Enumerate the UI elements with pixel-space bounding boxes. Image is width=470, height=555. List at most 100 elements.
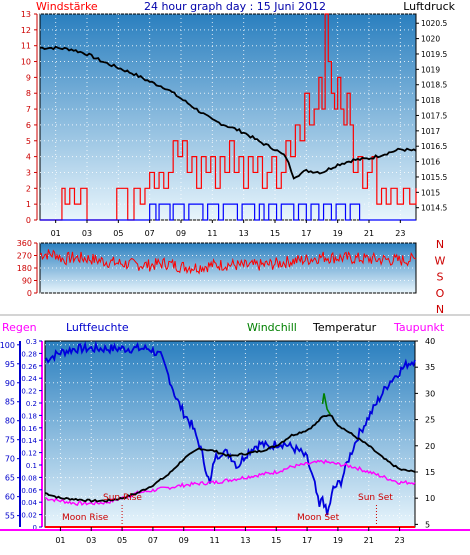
x-tick-label: 23 bbox=[395, 229, 405, 238]
direction-tick-label: 360 bbox=[17, 239, 32, 248]
rain-tick-label: 0.04 bbox=[21, 499, 37, 507]
pressure-tick-label: 1016.5 bbox=[421, 142, 447, 151]
windchill-line bbox=[321, 393, 331, 415]
rain-tick-label: 0.16 bbox=[21, 425, 37, 433]
legend-taupunkt: Taupunkt bbox=[393, 321, 445, 334]
wind-pressure-plot-bg bbox=[39, 13, 417, 221]
compass-label: S bbox=[437, 271, 444, 284]
x-tick-label: 01 bbox=[51, 229, 61, 238]
rain-tick-label: 0.26 bbox=[21, 363, 37, 371]
temperature-tick-label: 35 bbox=[425, 363, 435, 372]
compass-label: O bbox=[436, 287, 445, 300]
wind-tick-label: 5 bbox=[26, 137, 31, 146]
temperature-tick-label: 40 bbox=[425, 337, 435, 346]
humidity-tick-label: 90 bbox=[5, 379, 15, 388]
pressure-tick-label: 1015.5 bbox=[421, 173, 447, 182]
pressure-tick-label: 1018 bbox=[421, 96, 440, 105]
wind-tick-label: 12 bbox=[21, 26, 31, 35]
pressure-tick-label: 1014.5 bbox=[421, 204, 447, 213]
temperature-series bbox=[44, 414, 416, 503]
pressure-tick-label: 1020 bbox=[421, 35, 440, 44]
x-tick-label: 17 bbox=[302, 536, 312, 545]
x-tick-label: 19 bbox=[333, 229, 343, 238]
rain-tick-label: 0.12 bbox=[21, 450, 37, 458]
wind-tick-label: 7 bbox=[26, 105, 31, 114]
weather-x-axis: 01 03 05 07 09 11 13 15 17 19 21 23 bbox=[0, 527, 470, 545]
dewpoint-line bbox=[45, 459, 416, 506]
wind-gust-line bbox=[40, 13, 417, 221]
sun-moon-annotations bbox=[121, 505, 377, 527]
rain-tick-label: 0.24 bbox=[21, 375, 37, 383]
humidity-tick-label: 75 bbox=[5, 436, 15, 445]
x-tick-label: 11 bbox=[207, 229, 217, 238]
wind-tick-label: 1 bbox=[26, 200, 31, 209]
wind-avg-line bbox=[40, 203, 416, 221]
legend-luftfeuchte: Luftfeuchte bbox=[66, 321, 129, 334]
wind-tick-label: 11 bbox=[21, 42, 31, 51]
x-tick-label: 11 bbox=[209, 536, 219, 545]
wind-direction-left-axis: 0 90 180 270 360 bbox=[17, 239, 38, 298]
humidity-tick-label: 55 bbox=[5, 512, 15, 521]
x-tick-label: 01 bbox=[55, 536, 65, 545]
header-title: 24 hour graph day : 15 Juni 2012 bbox=[144, 0, 326, 13]
temperature-line bbox=[44, 414, 416, 503]
x-tick-label: 21 bbox=[364, 536, 374, 545]
temperature-tick-label: 20 bbox=[425, 442, 435, 451]
x-tick-label: 17 bbox=[301, 229, 311, 238]
wind-gust-series bbox=[40, 13, 417, 221]
header-luftdruck: Luftdruck bbox=[403, 0, 455, 13]
temperature-axis: 5 10 15 20 25 30 35 40 bbox=[415, 337, 435, 529]
x-tick-label: 05 bbox=[117, 536, 127, 545]
dewpoint-series bbox=[45, 459, 416, 506]
x-tick-label: 19 bbox=[333, 536, 343, 545]
rain-tick-label: 0.08 bbox=[21, 474, 37, 482]
x-tick-label: 13 bbox=[240, 536, 250, 545]
legend-windchill: Windchill bbox=[247, 321, 297, 334]
rain-tick-label: 0.14 bbox=[21, 437, 37, 445]
wind-tick-label: 10 bbox=[21, 58, 31, 67]
humidity-tick-label: 60 bbox=[5, 493, 15, 502]
pressure-tick-label: 1015 bbox=[421, 188, 440, 197]
legend-regen: Regen bbox=[2, 321, 37, 334]
pressure-tick-label: 1017.5 bbox=[421, 111, 447, 120]
direction-tick-label: 90 bbox=[22, 277, 32, 286]
moon-set-label: Moon Set bbox=[297, 513, 340, 523]
wind-direction-grid bbox=[40, 242, 416, 294]
x-tick-label: 09 bbox=[179, 536, 189, 545]
wind-tick-label: 0 bbox=[26, 216, 31, 225]
rain-tick-label: 0 bbox=[33, 524, 37, 532]
wind-direction-line bbox=[39, 249, 417, 275]
pressure-tick-label: 1018.5 bbox=[421, 81, 447, 90]
temperature-tick-label: 10 bbox=[425, 494, 435, 503]
humidity-tick-label: 85 bbox=[5, 398, 15, 407]
direction-tick-label: 180 bbox=[17, 264, 32, 273]
wind-direction-series bbox=[39, 249, 417, 275]
direction-tick-label: 270 bbox=[17, 252, 32, 261]
x-tick-label: 13 bbox=[239, 229, 249, 238]
x-tick-label: 23 bbox=[394, 536, 404, 545]
compass-label: W bbox=[435, 254, 446, 267]
compass-label: N bbox=[436, 238, 444, 251]
temperature-tick-label: 25 bbox=[425, 416, 435, 425]
rain-tick-label: 0.3 bbox=[26, 338, 37, 346]
rain-tick-label: 0.2 bbox=[26, 400, 37, 408]
x-tick-label: 03 bbox=[82, 229, 92, 238]
pressure-tick-label: 1020.5 bbox=[421, 19, 447, 28]
rain-axis: 0 0.02 0.04 0.06 0.08 0.1 0.12 0.14 0.16 0.18 0.2 0… bbox=[21, 338, 43, 532]
pressure-line bbox=[39, 45, 417, 180]
pressure-tick-label: 1016 bbox=[421, 158, 440, 167]
x-tick-label: 03 bbox=[86, 536, 96, 545]
humidity-axis: 55 60 65 70 75 80 85 90 95 100 bbox=[0, 341, 21, 527]
x-tick-label: 09 bbox=[176, 229, 186, 238]
x-tick-label: 15 bbox=[270, 229, 280, 238]
windchill-series bbox=[321, 393, 331, 415]
x-tick-label: 07 bbox=[148, 536, 158, 545]
x-tick-label: 07 bbox=[145, 229, 155, 238]
x-tick-label: 21 bbox=[364, 229, 374, 238]
x-tick-label: 05 bbox=[113, 229, 123, 238]
humidity-line bbox=[44, 340, 416, 516]
humidity-tick-label: 100 bbox=[0, 341, 15, 350]
